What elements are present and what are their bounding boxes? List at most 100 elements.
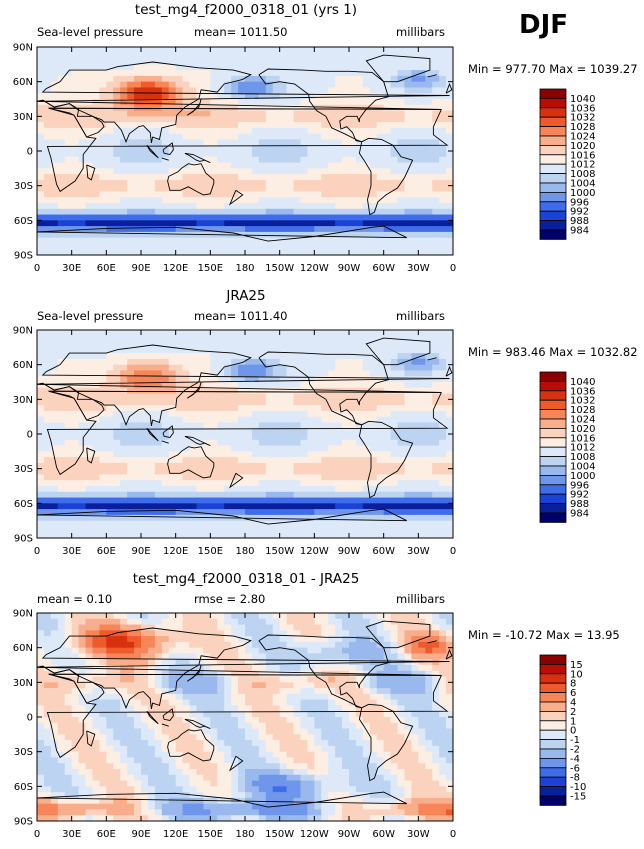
field-cell bbox=[50, 624, 59, 631]
field-cell bbox=[286, 220, 295, 227]
field-cell bbox=[328, 641, 336, 649]
field-cell bbox=[231, 624, 239, 631]
field-cell bbox=[141, 624, 149, 631]
field-cell bbox=[168, 439, 177, 447]
field-cell bbox=[113, 81, 121, 89]
field-cell bbox=[154, 168, 163, 175]
field-cell bbox=[99, 416, 107, 424]
field-cell bbox=[245, 347, 253, 354]
field-cell bbox=[328, 462, 336, 470]
field-cell bbox=[369, 185, 378, 193]
field-cell bbox=[231, 174, 239, 181]
field-cell bbox=[272, 151, 281, 158]
field-cell bbox=[37, 249, 45, 255]
field-cell bbox=[411, 87, 419, 94]
field-cell bbox=[376, 382, 385, 389]
field-cell bbox=[369, 122, 378, 129]
panel-3-field bbox=[37, 613, 453, 821]
field-cell bbox=[78, 156, 87, 164]
field-cell bbox=[50, 151, 59, 158]
field-cell bbox=[397, 399, 406, 406]
field-cell bbox=[362, 110, 371, 117]
field-cell bbox=[314, 428, 322, 435]
field-cell bbox=[279, 47, 288, 54]
field-cell bbox=[120, 208, 128, 216]
field-cell bbox=[231, 451, 239, 458]
field-cell bbox=[390, 104, 399, 112]
field-cell bbox=[397, 127, 406, 135]
field-cell bbox=[196, 191, 204, 198]
field-cell bbox=[286, 358, 295, 366]
field-cell bbox=[272, 243, 281, 250]
field-cell bbox=[383, 428, 392, 435]
field-cell bbox=[404, 636, 412, 643]
field-cell bbox=[307, 370, 315, 377]
field-cell bbox=[404, 613, 412, 620]
field-cell bbox=[272, 237, 281, 245]
field-cell bbox=[154, 526, 163, 533]
field-cell bbox=[251, 630, 260, 637]
field-cell bbox=[64, 174, 73, 181]
field-cell bbox=[134, 532, 142, 538]
field-cell bbox=[272, 110, 281, 117]
field-cell bbox=[78, 474, 87, 481]
field-cell bbox=[245, 226, 253, 233]
field-cell bbox=[349, 243, 357, 250]
field-cell bbox=[113, 376, 121, 383]
field-cell bbox=[272, 168, 281, 175]
field-cell bbox=[314, 127, 322, 135]
field-cell bbox=[120, 451, 128, 458]
field-cell bbox=[147, 503, 156, 510]
field-cell bbox=[78, 480, 87, 487]
field-cell bbox=[50, 399, 59, 406]
field-cell bbox=[92, 231, 100, 239]
field-cell bbox=[113, 110, 121, 117]
field-cell bbox=[182, 358, 191, 366]
field-cell bbox=[141, 613, 149, 620]
field-cell bbox=[203, 636, 211, 643]
field-cell bbox=[258, 497, 267, 504]
field-cell bbox=[43, 110, 52, 117]
field-cell bbox=[328, 358, 336, 366]
field-cell bbox=[175, 75, 184, 83]
field-cell bbox=[300, 116, 308, 123]
field-cell bbox=[279, 514, 288, 522]
field-cell bbox=[120, 104, 128, 112]
field-cell bbox=[189, 480, 198, 487]
field-cell bbox=[355, 162, 364, 169]
field-cell bbox=[238, 145, 246, 152]
field-cell bbox=[78, 520, 87, 528]
field-cell bbox=[349, 237, 357, 245]
field-cell bbox=[127, 416, 135, 424]
field-cell bbox=[355, 526, 364, 533]
field-cell bbox=[224, 110, 232, 117]
field-cell bbox=[106, 399, 114, 406]
field-cell bbox=[446, 64, 453, 71]
field-cell bbox=[418, 226, 426, 233]
field-cell bbox=[425, 104, 433, 112]
field-cell bbox=[286, 641, 295, 649]
field-cell bbox=[141, 399, 149, 406]
field-cell bbox=[196, 151, 204, 158]
field-cell bbox=[127, 156, 135, 164]
field-cell bbox=[78, 532, 87, 538]
field-cell bbox=[279, 353, 288, 360]
panel-1-field bbox=[37, 47, 453, 255]
field-cell bbox=[43, 81, 52, 89]
field-cell bbox=[376, 451, 385, 458]
field-cell bbox=[120, 358, 128, 366]
field-cell bbox=[418, 214, 426, 221]
field-cell bbox=[272, 220, 281, 227]
field-cell bbox=[106, 87, 114, 94]
field-cell bbox=[203, 491, 211, 499]
field-cell bbox=[50, 226, 59, 233]
field-cell bbox=[245, 116, 253, 123]
field-cell bbox=[314, 116, 322, 123]
field-cell bbox=[154, 58, 163, 65]
field-cell bbox=[307, 462, 315, 470]
field-cell bbox=[217, 335, 225, 343]
field-cell bbox=[279, 480, 288, 487]
field-cell bbox=[258, 133, 267, 141]
field-cell bbox=[328, 220, 336, 227]
field-cell bbox=[439, 393, 447, 400]
